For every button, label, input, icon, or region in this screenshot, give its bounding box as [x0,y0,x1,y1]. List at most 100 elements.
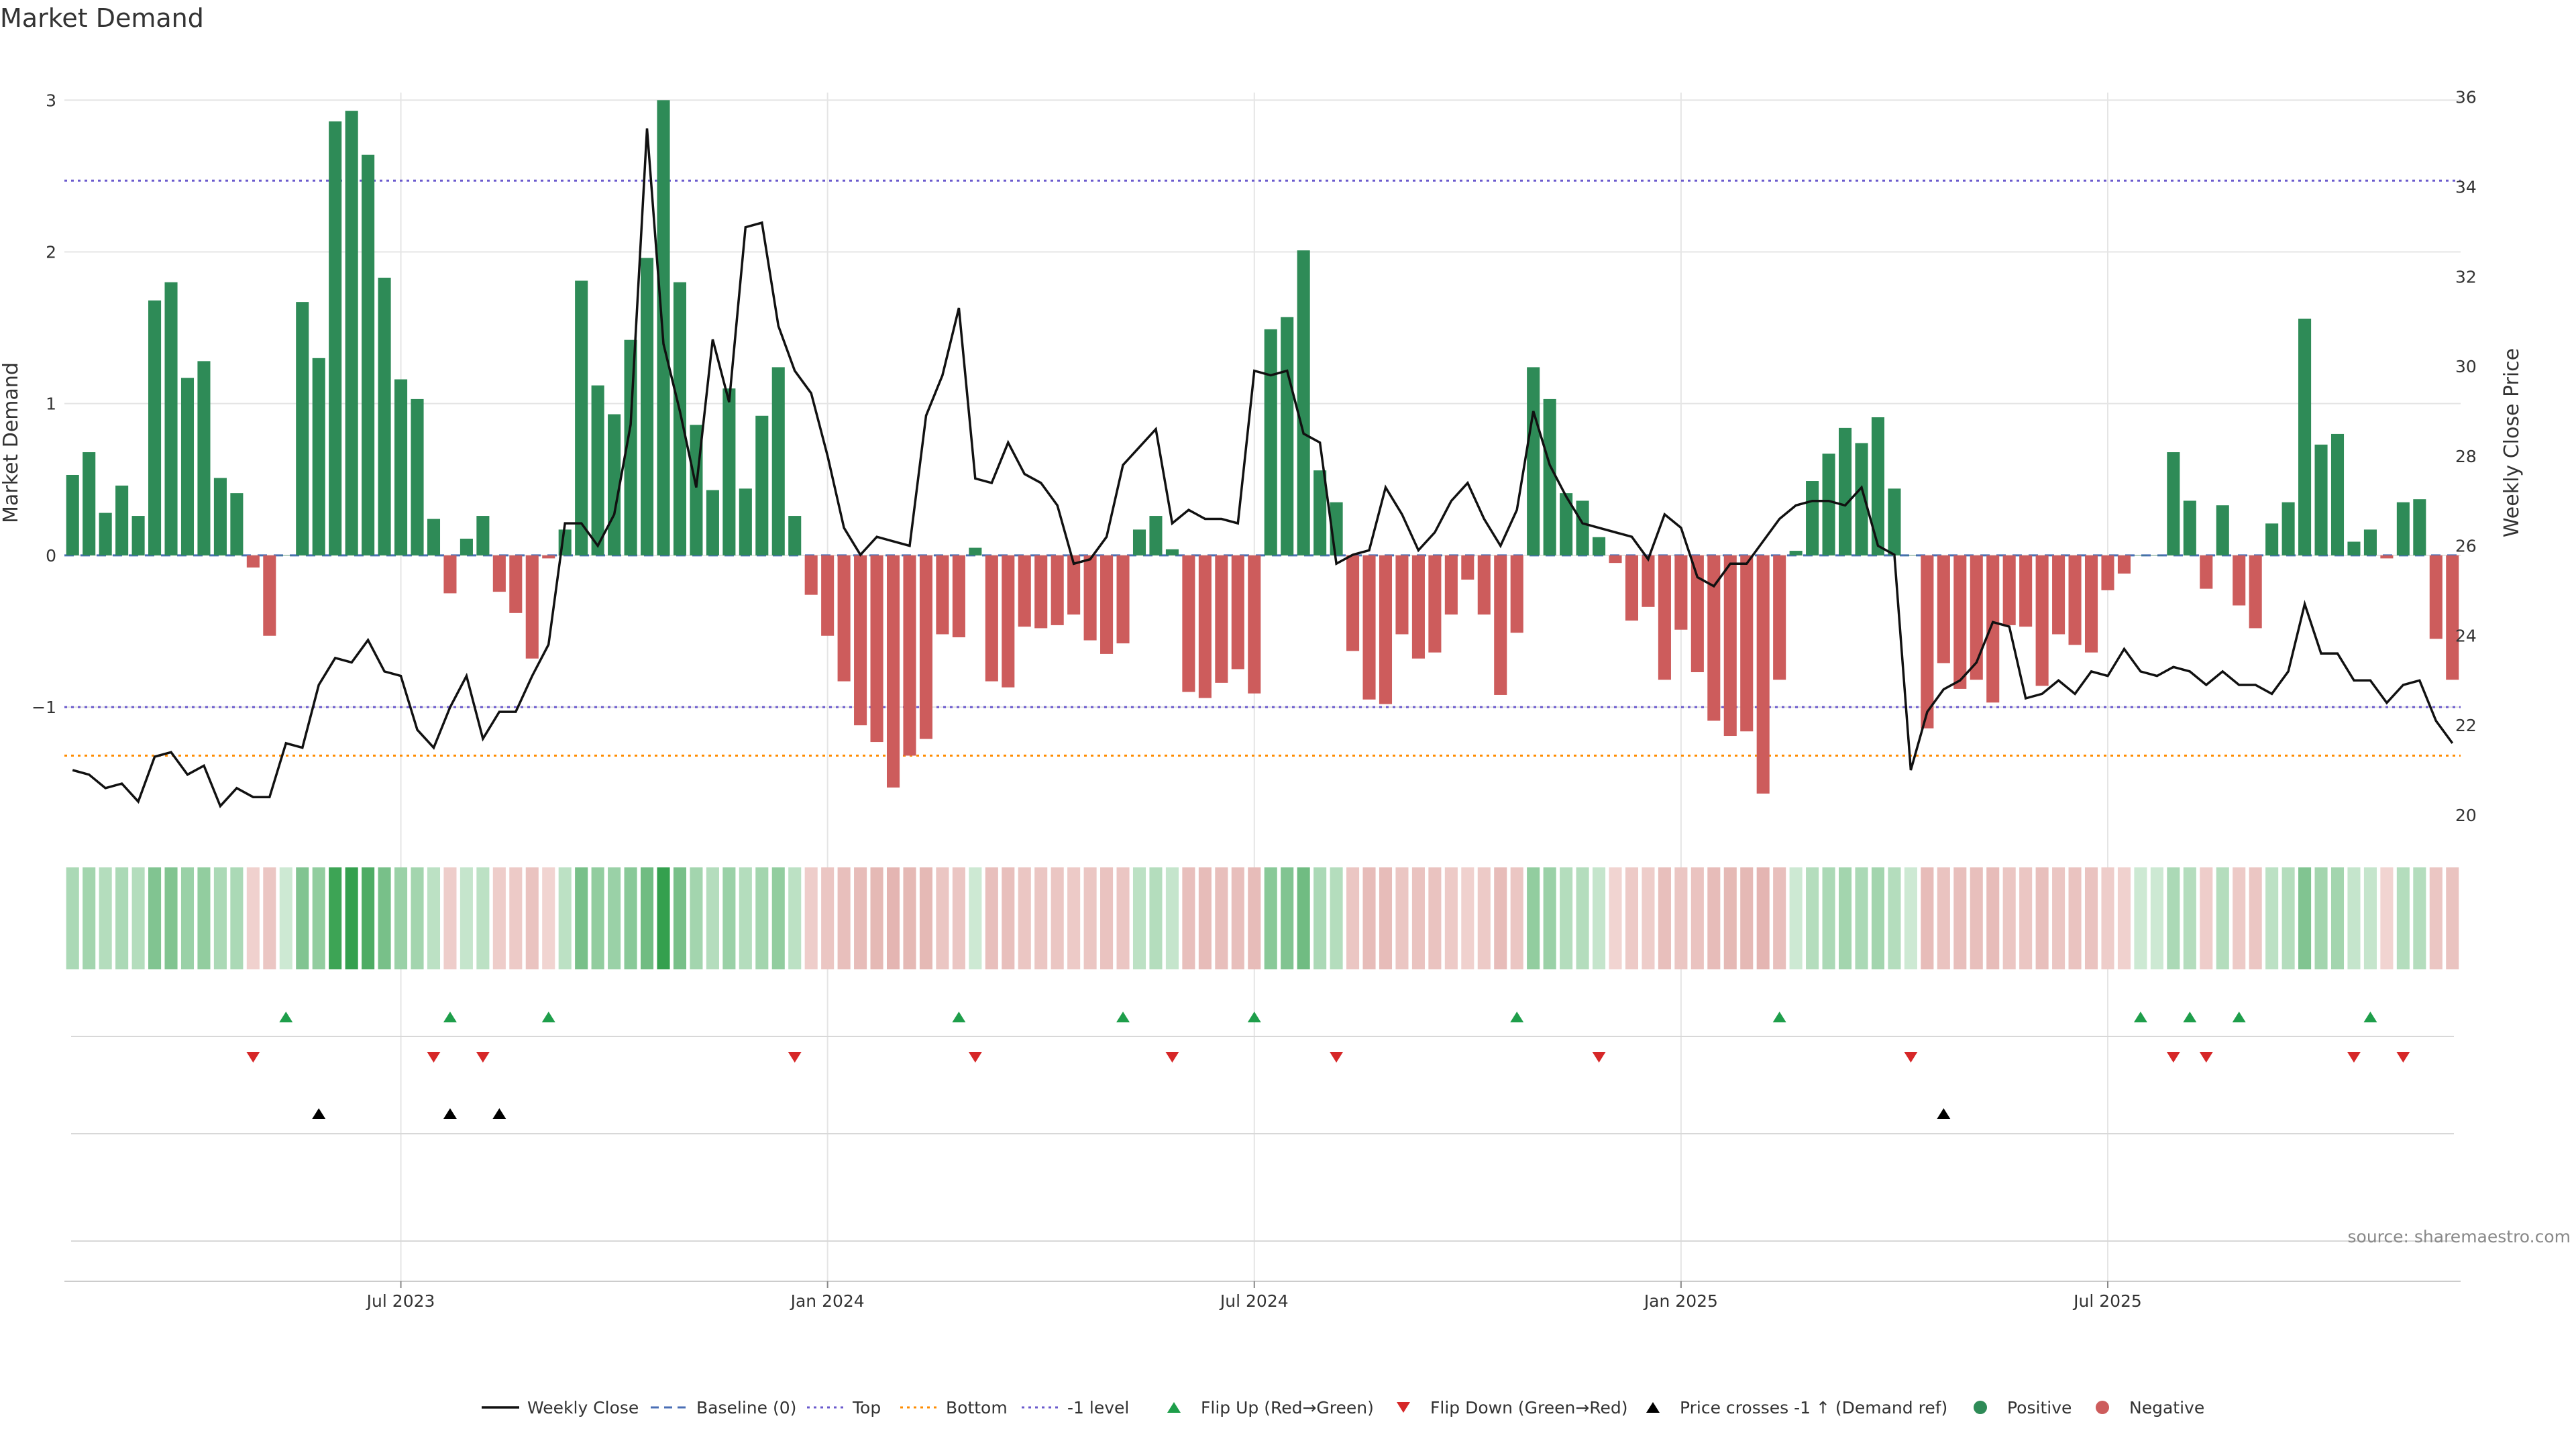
positive-bar [99,513,112,555]
legend-swatch [1974,1401,1987,1414]
negative-bar [952,555,965,638]
heat-cell [1018,867,1031,969]
heat-cell [1658,867,1671,969]
positive-bar [2347,541,2361,555]
heat-cell [1789,867,1803,969]
positive-bar [2396,502,2410,555]
heat-cell [2019,867,2033,969]
negative-bar [1198,555,1212,698]
y2-tick-label: 32 [2455,267,2477,286]
negative-bar [1100,555,1114,654]
negative-bar [2380,555,2394,559]
heat-cell [542,867,555,969]
positive-bar [1264,329,1277,555]
heat-cell [1313,867,1327,969]
heat-cell [1379,867,1393,969]
heat-cell [2035,867,2049,969]
positive-bar [1313,470,1327,555]
heat-cell [1100,867,1114,969]
negative-bar [1970,555,1983,680]
flip-down-marker [1592,1052,1606,1063]
legend-label: Price crosses -1 ↑ (Demand ref) [1680,1398,1947,1417]
legend-label: Baseline (0) [696,1398,796,1417]
y-tick-label: −1 [32,698,56,717]
heat-cell [2396,867,2410,969]
heat-cell [2200,867,2213,969]
heat-cell [1198,867,1212,969]
negative-bar [1215,555,1228,683]
heat-cell [1871,867,1885,969]
heat-cell [2052,867,2065,969]
positive-bar [131,516,145,555]
heat-cell [2084,867,2098,969]
positive-bar [969,547,982,555]
heat-cell [837,867,851,969]
heat-cell [969,867,982,969]
heat-cell [2429,867,2443,969]
heat-cell [1723,867,1737,969]
heat-cell [1888,867,1901,969]
negative-bar [2446,555,2459,680]
positive-bar [1593,537,1606,555]
negative-bar [525,555,539,659]
negative-bar [1428,555,1442,653]
positive-bar [1543,398,1556,555]
flip-down-marker [2166,1052,2180,1063]
heat-cell [1838,867,1852,969]
positive-bar [1281,317,1294,555]
flip-up-marker [1510,1012,1524,1022]
heat-cell [2413,867,2426,969]
positive-bar [296,302,309,555]
heat-cell [1756,867,1770,969]
heat-cell [1083,867,1097,969]
negative-bar [1034,555,1048,629]
heat-cell [690,867,703,969]
positive-bar [411,398,424,555]
heat-cell [1346,867,1360,969]
heat-cell [1182,867,1195,969]
positive-bar [148,300,162,555]
positive-bar [2134,555,2147,556]
positive-bar [2413,499,2426,555]
positive-bar [1904,555,1917,556]
heat-cell [1609,867,1622,969]
flip-down-marker [2396,1052,2410,1063]
heat-cell [411,867,424,969]
heat-cell [771,867,785,969]
flip-up-marker [1772,1012,1786,1022]
negative-bar [2429,555,2443,639]
heat-cell [148,867,162,969]
negative-bar [2068,555,2082,645]
heat-cell [1527,867,1540,969]
positive-bar [329,121,342,555]
positive-bar [2314,444,2328,555]
flip-down-marker [427,1052,441,1063]
negative-bar [1083,555,1097,641]
legend-swatch [1646,1402,1660,1413]
heat-cell [1149,867,1163,969]
heat-cell [919,867,932,969]
positive-bar [83,452,96,555]
heat-cell [1297,867,1310,969]
heat-cell [2134,867,2147,969]
flip-down-marker [1165,1052,1179,1063]
heat-cell [2117,867,2131,969]
negative-bar [1690,555,1704,673]
y2-tick-label: 20 [2455,806,2477,825]
heat-cell [1593,867,1606,969]
y2-tick-label: 28 [2455,447,2477,466]
heat-cell [230,867,244,969]
negative-bar [509,555,523,613]
flip-down-marker [246,1052,260,1063]
heat-cell [1411,867,1425,969]
heat-cell [755,867,769,969]
heat-cell [821,867,835,969]
heat-cell [2298,867,2312,969]
negative-bar [886,555,900,788]
negative-bar [1411,555,1425,659]
positive-bar [2150,555,2163,556]
heat-cell [2282,867,2295,969]
flip-up-marker [279,1012,293,1022]
y2-tick-label: 22 [2455,716,2477,735]
flip-down-marker [1330,1052,1344,1063]
